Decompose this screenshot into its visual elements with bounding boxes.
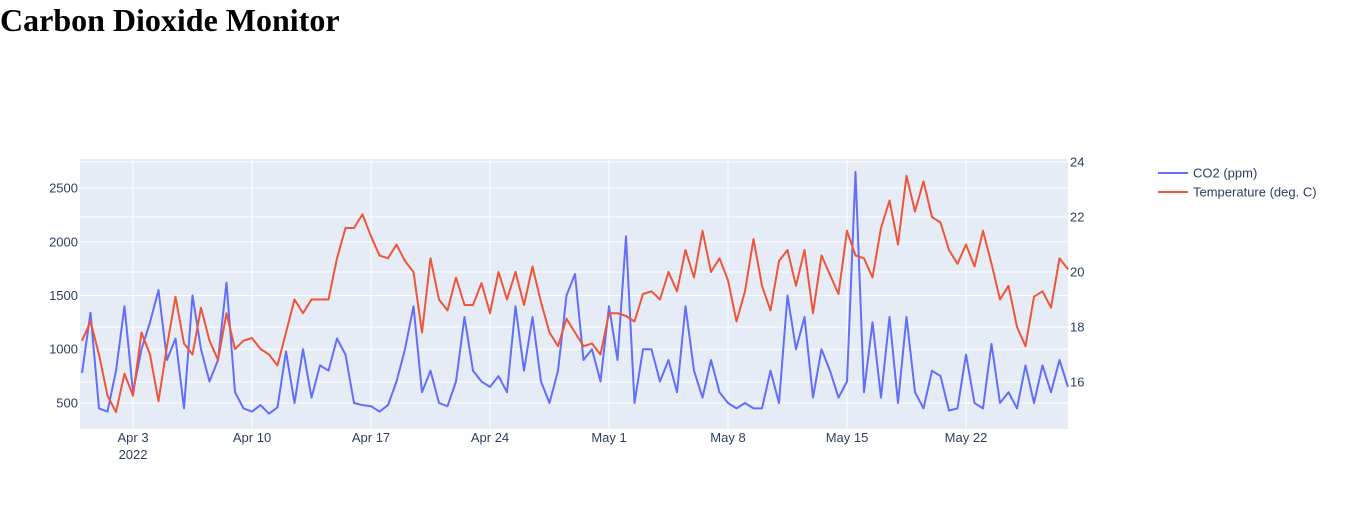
- x-tick-label: May 8: [710, 430, 745, 445]
- y-left-tick-label: 2000: [49, 234, 78, 249]
- x-axis: Apr 3 2022 Apr 10 Apr 17 Apr 24 May 1 May 8 May…: [117, 430, 987, 462]
- legend-item-temperature[interactable]: Temperature (deg. C): [1158, 185, 1317, 200]
- grid: [80, 159, 1068, 429]
- y-right-tick-label: 16: [1070, 374, 1084, 389]
- y-left-tick-label: 500: [56, 395, 78, 410]
- y-axis-left: 500 1000 1500 2000 2500: [49, 181, 78, 411]
- legend-label: Temperature (deg. C): [1193, 185, 1317, 200]
- page-title: Carbon Dioxide Monitor: [0, 2, 340, 38]
- y-left-tick-label: 1000: [49, 342, 78, 357]
- x-tick-label: May 15: [826, 430, 869, 445]
- x-tick-label: May 22: [945, 430, 988, 445]
- x-tick-label: Apr 3: [117, 430, 148, 445]
- x-tick-sublabel: 2022: [119, 447, 148, 462]
- x-tick-label: Apr 24: [471, 430, 509, 445]
- x-tick-label: Apr 17: [352, 430, 390, 445]
- x-tick-label: Apr 10: [233, 430, 271, 445]
- series-lines: [81, 170, 1069, 415]
- legend-label: CO2 (ppm): [1193, 166, 1257, 181]
- y-right-tick-label: 18: [1070, 319, 1084, 334]
- y-right-tick-label: 24: [1070, 155, 1084, 170]
- y-left-tick-label: 2500: [49, 181, 78, 196]
- x-tick-label: May 1: [591, 430, 626, 445]
- y-right-tick-label: 22: [1070, 210, 1084, 225]
- y-right-tick-label: 20: [1070, 265, 1084, 280]
- legend-item-co2[interactable]: CO2 (ppm): [1158, 166, 1257, 181]
- y-left-tick-label: 1500: [49, 288, 78, 303]
- series-line-co2: [81, 170, 1069, 415]
- legend[interactable]: CO2 (ppm) Temperature (deg. C): [1158, 166, 1317, 200]
- y-axis-right: 16 18 20 22 24: [1070, 155, 1084, 390]
- series-line-temperature: [81, 174, 1069, 414]
